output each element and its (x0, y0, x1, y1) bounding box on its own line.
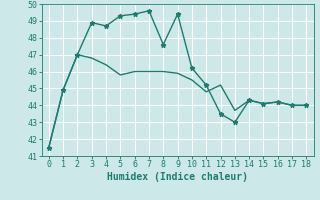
X-axis label: Humidex (Indice chaleur): Humidex (Indice chaleur) (107, 172, 248, 182)
